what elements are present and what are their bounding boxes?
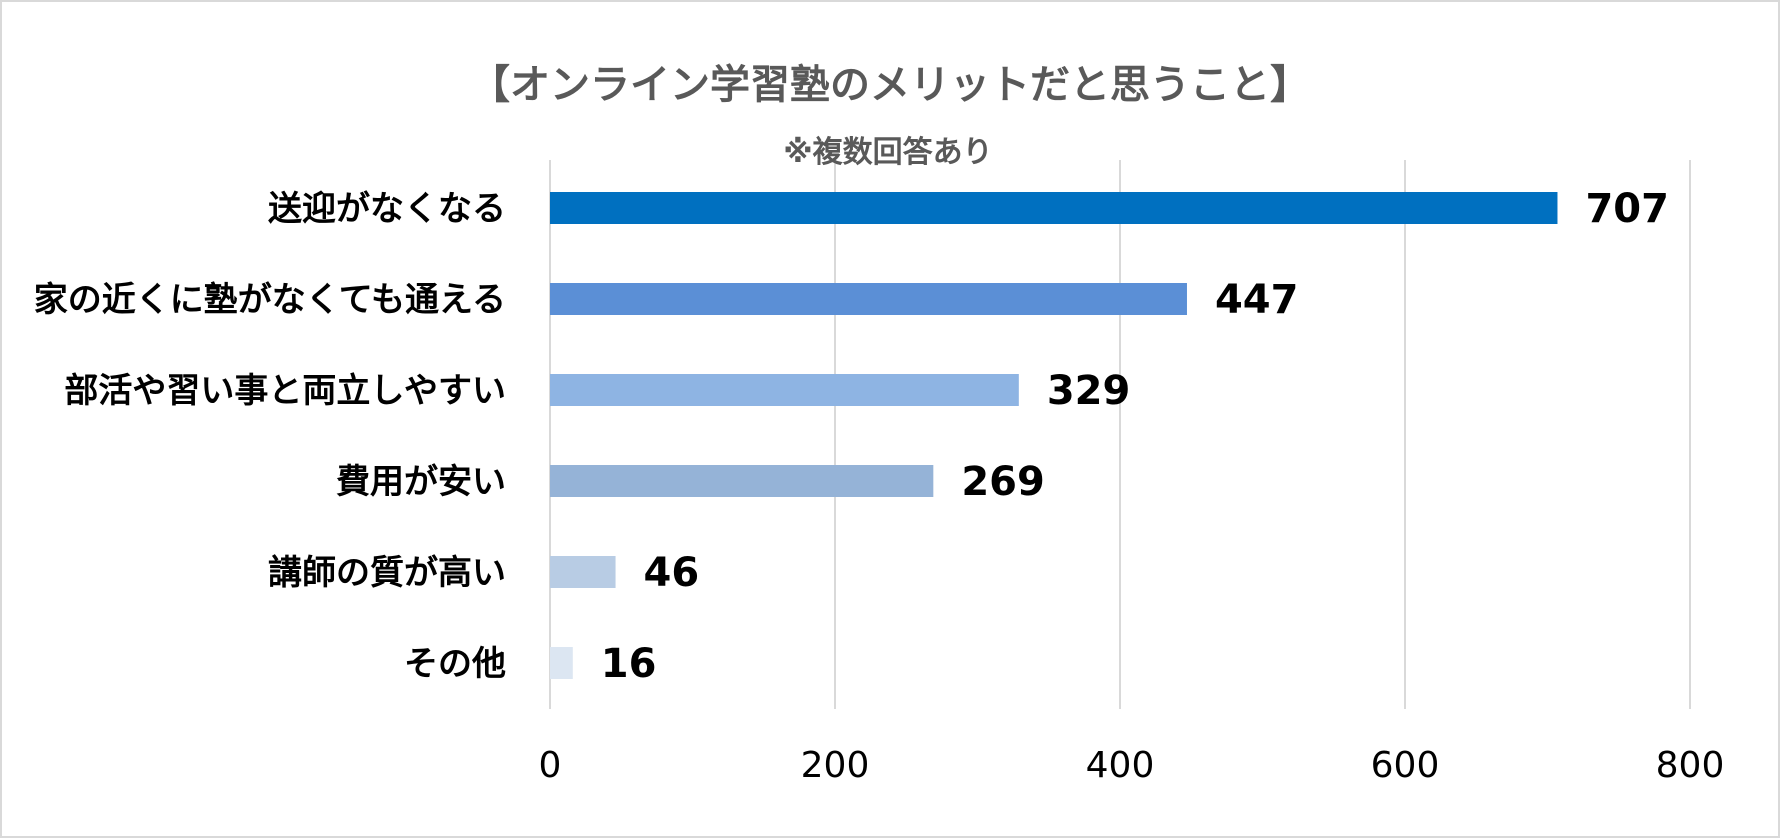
x-tick-label: 400 xyxy=(1086,745,1155,786)
bar-6 xyxy=(550,647,573,679)
bar-2 xyxy=(550,283,1187,315)
grid-layer xyxy=(549,160,1691,709)
x-tick-label: 600 xyxy=(1371,745,1440,786)
value-label: 16 xyxy=(601,641,657,687)
chart-subtitle: ※複数回答あり xyxy=(783,135,992,170)
category-label: 家の近くに塾がなくても通える xyxy=(34,280,506,320)
value-label: 447 xyxy=(1215,277,1299,323)
value-label: 329 xyxy=(1047,368,1131,414)
bar-5 xyxy=(550,556,616,588)
x-tick-label: 0 xyxy=(539,745,562,786)
ticks-layer: 0 200 400 600 800 xyxy=(539,745,1725,786)
value-label: 269 xyxy=(961,459,1044,505)
bar-3 xyxy=(550,374,1019,406)
x-tick-label: 800 xyxy=(1656,745,1725,786)
bar-4 xyxy=(550,465,934,497)
x-tick-label: 200 xyxy=(801,745,870,786)
category-label: 費用が安い xyxy=(336,462,506,502)
category-label: その他 xyxy=(404,644,506,684)
chart-title: 【オンライン学習塾のメリットだと思うこと】 xyxy=(470,62,1310,108)
category-label: 講師の質が高い xyxy=(268,553,506,593)
category-label: 部活や習い事と両立しやすい xyxy=(64,371,506,411)
value-label: 707 xyxy=(1585,186,1669,232)
bar-1 xyxy=(550,192,1558,224)
labels-layer: 送迎がなくなる 707 家の近くに塾がなくても通える 447 部活や習い事と両立しやすい… xyxy=(34,186,1669,687)
bars-layer xyxy=(550,192,1558,679)
category-label: 送迎がなくなる xyxy=(268,189,506,229)
value-label: 46 xyxy=(644,550,700,596)
